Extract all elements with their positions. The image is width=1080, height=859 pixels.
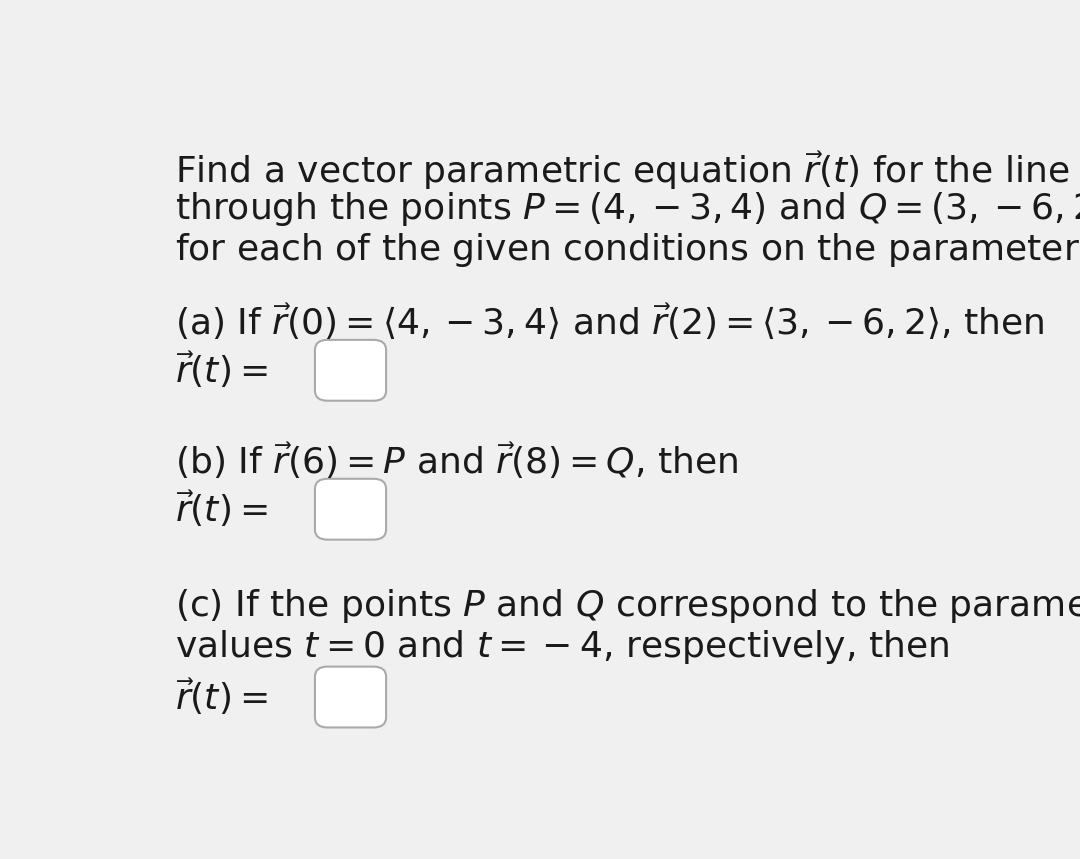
Text: for each of the given conditions on the parameter $t$.: for each of the given conditions on the …: [175, 231, 1080, 270]
Text: (b) If $\vec{r}(6) = P$ and $\vec{r}(8) = Q$, then: (b) If $\vec{r}(6) = P$ and $\vec{r}(8) …: [175, 441, 739, 481]
Text: (a) If $\vec{r}(0) = \langle 4, -3, 4 \rangle$ and $\vec{r}(2) = \langle 3, -6, : (a) If $\vec{r}(0) = \langle 4, -3, 4 \r…: [175, 302, 1044, 343]
Text: values $t = 0$ and $t = -4$, respectively, then: values $t = 0$ and $t = -4$, respectivel…: [175, 628, 949, 667]
Text: $\vec{r}(t) =$: $\vec{r}(t) =$: [175, 488, 268, 529]
Text: (c) If the points $P$ and $Q$ correspond to the parameter: (c) If the points $P$ and $Q$ correspond…: [175, 588, 1080, 625]
Text: Find a vector parametric equation $\vec{r}(t)$ for the line: Find a vector parametric equation $\vec{…: [175, 149, 1069, 192]
Text: through the points $P = (4, -3, 4)$ and $Q = (3, -6, 2)$: through the points $P = (4, -3, 4)$ and …: [175, 191, 1080, 228]
Text: $\vec{r}(t) =$: $\vec{r}(t) =$: [175, 676, 268, 716]
Text: $\vec{r}(t) =$: $\vec{r}(t) =$: [175, 349, 268, 390]
FancyBboxPatch shape: [315, 340, 387, 400]
FancyBboxPatch shape: [315, 478, 387, 539]
FancyBboxPatch shape: [315, 667, 387, 728]
